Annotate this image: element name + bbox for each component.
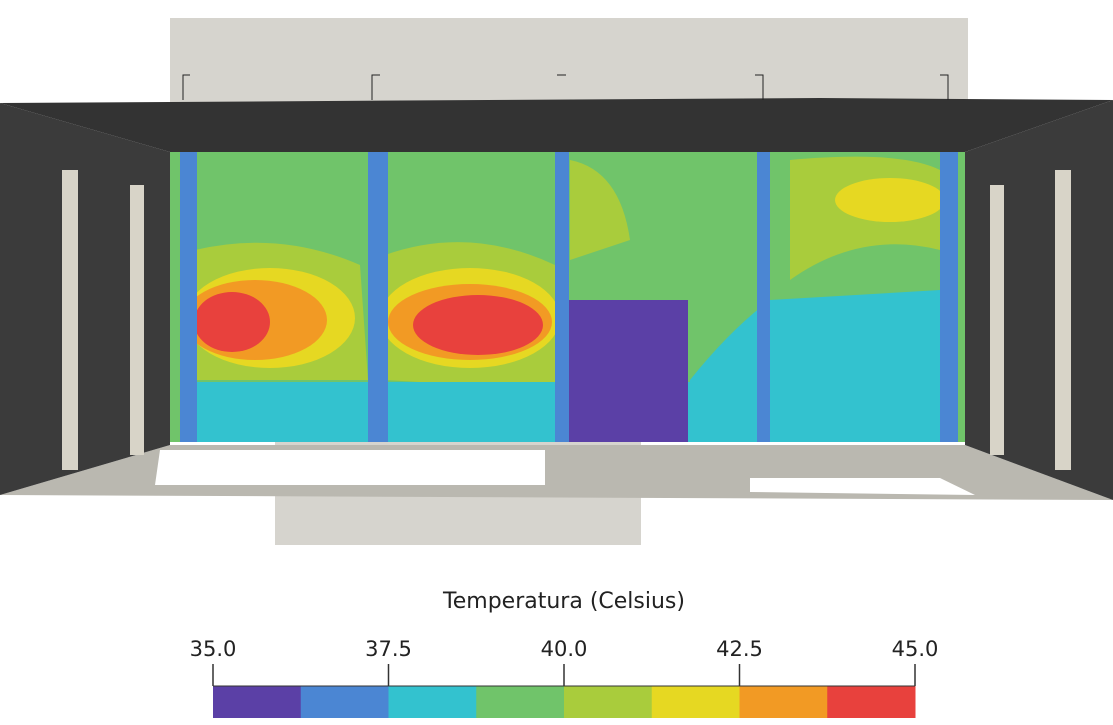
temperature-field	[170, 152, 965, 442]
color-bin	[476, 686, 564, 718]
color-bin	[652, 686, 740, 718]
tick-label: 42.5	[716, 637, 763, 661]
tick-label: 45.0	[892, 637, 939, 661]
color-bin	[301, 686, 389, 718]
color-bin	[564, 686, 652, 718]
ceiling	[0, 98, 1113, 152]
colorbar: 35.0 37.5 40.0 42.5 45.0	[190, 637, 939, 718]
color-bin	[827, 686, 915, 718]
scene: Temperatura (Celsius) 35.0 37.5 40.0 42.5 45…	[0, 0, 1113, 721]
tick-label: 40.0	[541, 637, 588, 661]
color-bin	[740, 686, 828, 718]
colorbar-title: Temperatura (Celsius)	[442, 589, 685, 614]
color-bin	[213, 686, 301, 718]
tick-label: 35.0	[190, 637, 237, 661]
tick-label: 37.5	[365, 637, 412, 661]
left-wall	[0, 103, 170, 495]
floor-light	[155, 450, 545, 485]
color-bin	[389, 686, 477, 718]
door	[568, 300, 688, 442]
right-wall	[965, 100, 1113, 500]
back-panel	[170, 18, 968, 108]
